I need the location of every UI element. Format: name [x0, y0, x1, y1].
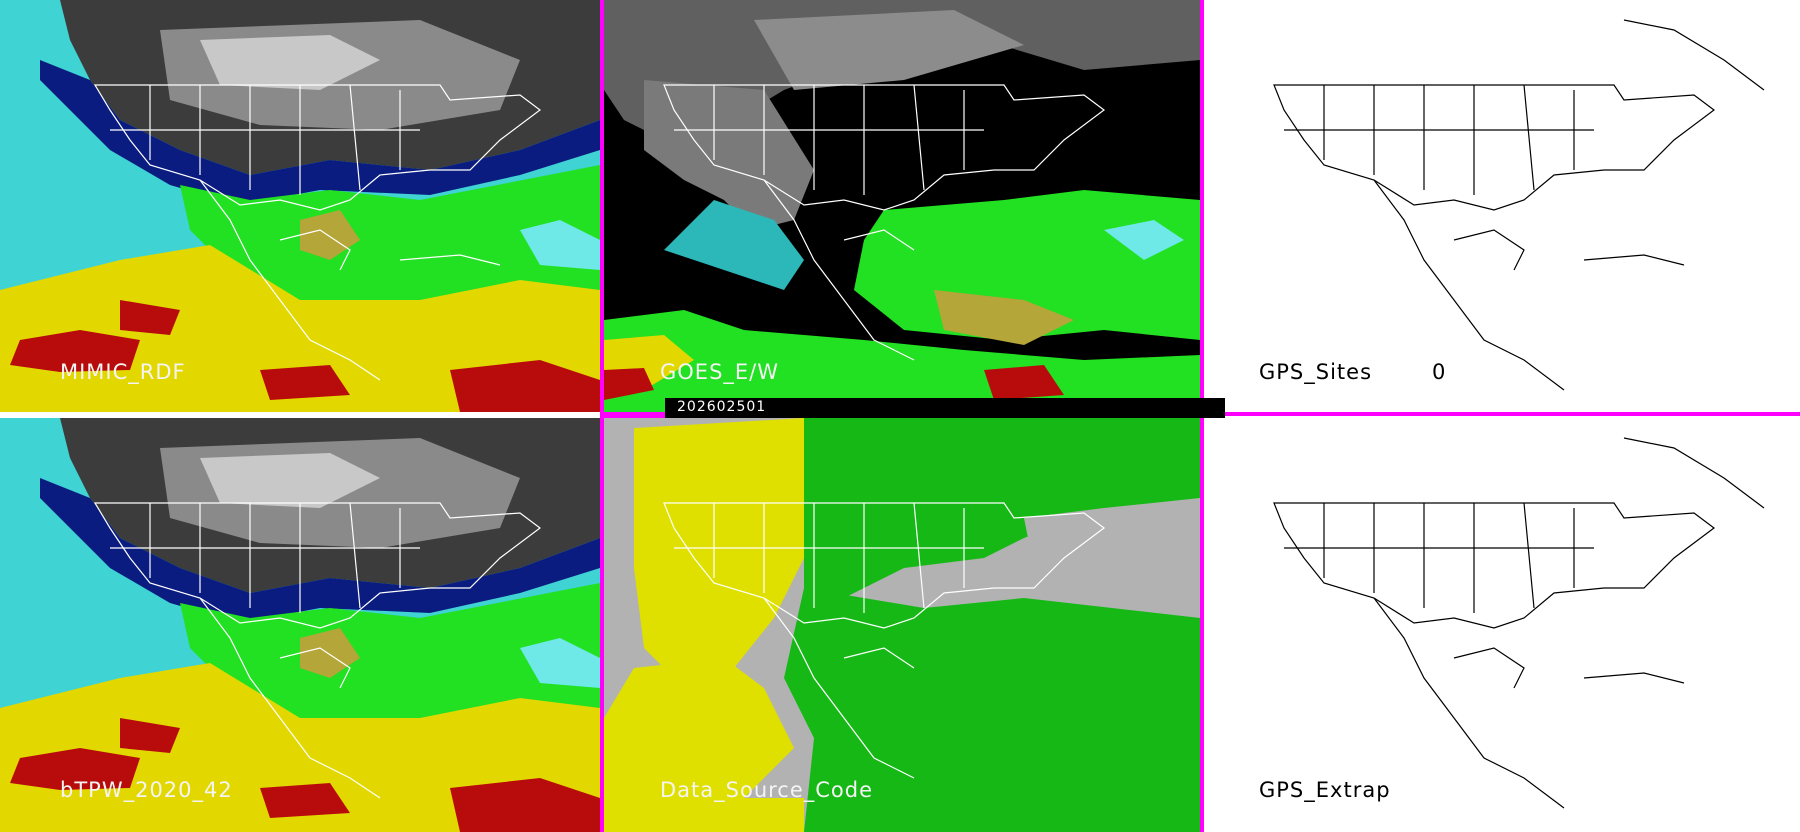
vertical-divider-left — [600, 0, 604, 832]
goes-ew-map — [604, 0, 1200, 412]
goes-ew-panel: GOES_E/W — [604, 0, 1200, 412]
gps-sites-count: 0 — [1432, 360, 1447, 384]
gps-sites-label: GPS_Sites — [1259, 360, 1373, 384]
gps-sites-panel: GPS_Sites 0 — [1204, 0, 1800, 412]
mimic-rdf-panel: MIMIC_RDF — [0, 0, 600, 412]
btpw-label: bTPW_2020_42 — [60, 778, 233, 802]
gps-extrap-map — [1273, 437, 1765, 809]
mimic-rdf-map — [0, 0, 600, 412]
gps-sites-map — [1273, 19, 1765, 391]
data-source-panel: Data_Source_Code — [604, 418, 1200, 832]
goes-ew-label: GOES_E/W — [660, 360, 780, 384]
timestamp-text: 202602501 — [677, 399, 767, 415]
gps-extrap-panel: GPS_Extrap — [1204, 418, 1800, 832]
data-source-label: Data_Source_Code — [660, 778, 874, 802]
btpw-panel: bTPW_2020_42 — [0, 418, 600, 832]
horizontal-divider-right — [1204, 412, 1800, 416]
gps-extrap-label: GPS_Extrap — [1259, 778, 1391, 802]
data-source-map — [604, 418, 1200, 832]
timestamp-bar: 202602501 — [665, 398, 1225, 418]
mimic-rdf-label: MIMIC_RDF — [60, 360, 186, 384]
btpw-map — [0, 418, 600, 832]
